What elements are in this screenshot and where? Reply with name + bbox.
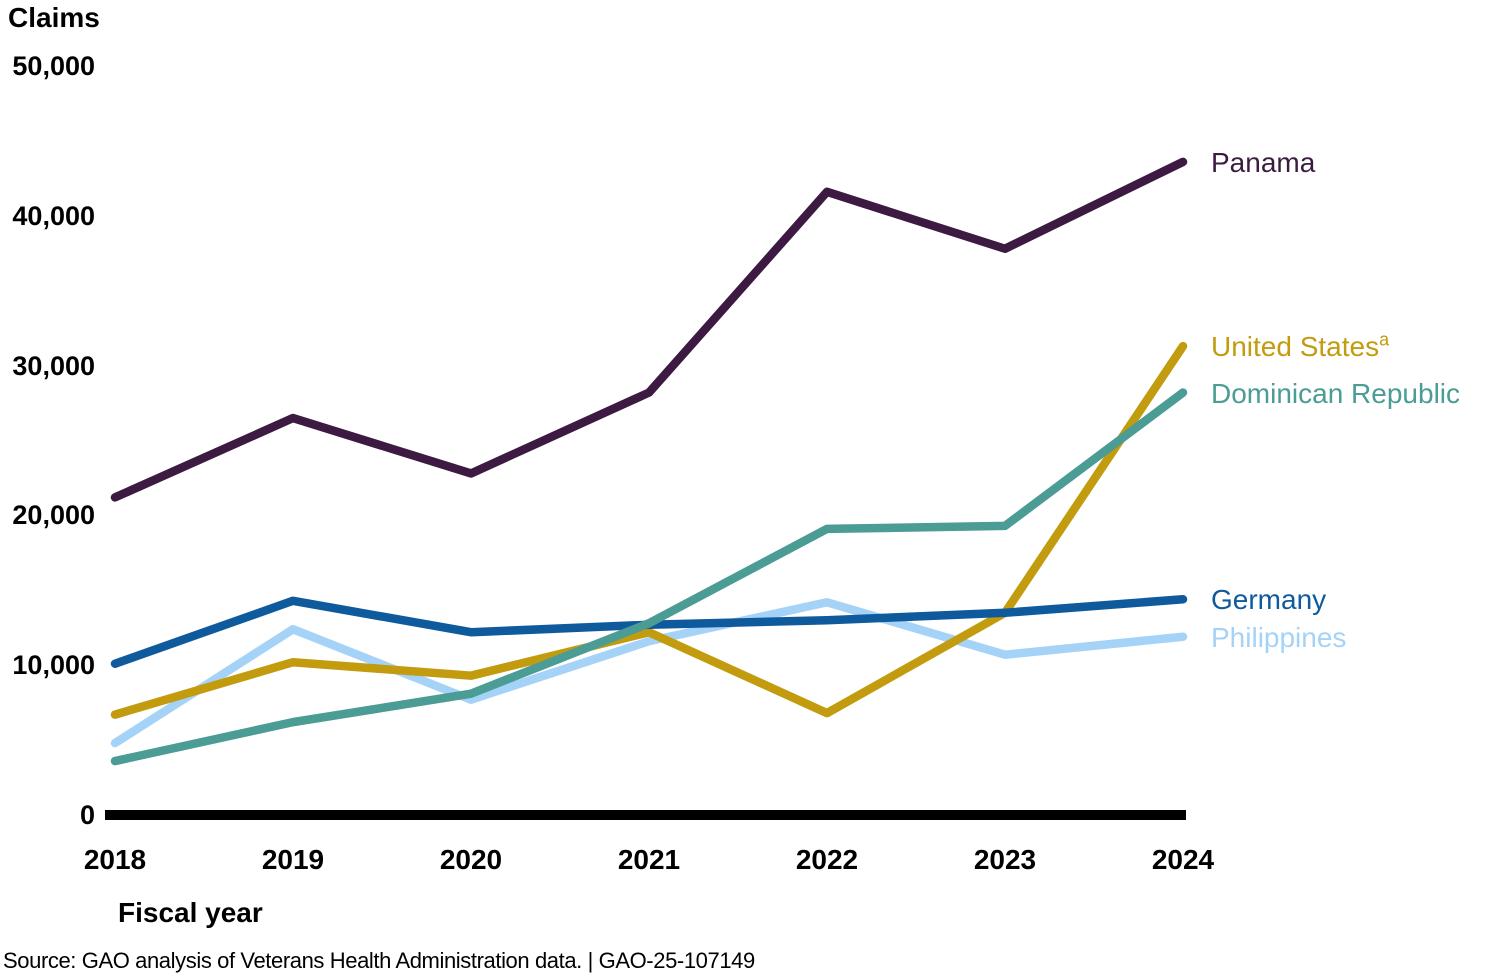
line-panama bbox=[110, 157, 1188, 502]
y-axis-tick-label: 0 bbox=[79, 800, 95, 830]
x-axis-tick-label: 2024 bbox=[1151, 844, 1215, 875]
x-axis-line bbox=[105, 810, 1186, 820]
y-axis-tick-label: 40,000 bbox=[12, 200, 95, 231]
y-axis-tick-label: 30,000 bbox=[12, 350, 95, 381]
series-label-united-states: United Statesa bbox=[1211, 329, 1390, 363]
line-united-states bbox=[110, 341, 1188, 719]
x-axis-tick-label: 2023 bbox=[973, 844, 1037, 875]
y-axis-tick-label: 50,000 bbox=[12, 51, 95, 81]
y-axis-title: Claims bbox=[8, 2, 100, 33]
x-axis-title: Fiscal year bbox=[118, 897, 263, 928]
series-label-dominican-republic: Dominican Republic bbox=[1211, 377, 1461, 409]
y-axis-tick-label: 10,000 bbox=[12, 650, 95, 681]
x-axis-tick-label: 2019 bbox=[261, 844, 325, 875]
line-philippines bbox=[110, 598, 1188, 748]
x-axis-tick-label: 2018 bbox=[83, 844, 147, 875]
source-note: Source: GAO analysis of Veterans Health … bbox=[3, 948, 755, 973]
x-axis-tick-label: 2020 bbox=[439, 844, 503, 875]
x-axis-tick-label: 2022 bbox=[795, 844, 859, 875]
y-axis-tick-label: 20,000 bbox=[12, 500, 95, 531]
footnote-marker: a bbox=[1379, 329, 1390, 350]
series-label-panama: Panama bbox=[1211, 146, 1316, 178]
series-label-germany: Germany bbox=[1211, 584, 1327, 616]
series-label-philippines: Philippines bbox=[1211, 621, 1347, 653]
x-axis-tick-label: 2021 bbox=[617, 844, 681, 875]
line-dominican-republic bbox=[110, 388, 1188, 766]
